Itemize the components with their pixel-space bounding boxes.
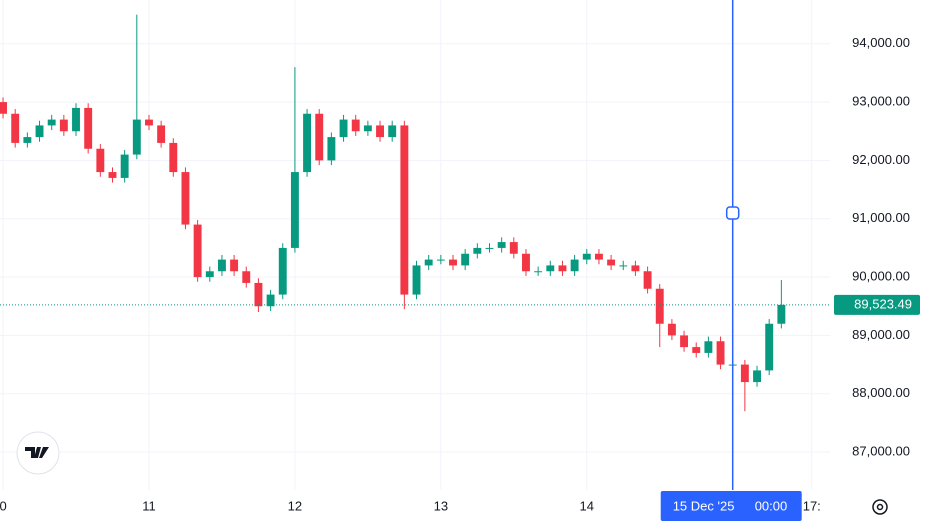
candle-body: [765, 323, 774, 371]
candle-body: [23, 137, 32, 143]
candle-body: [96, 148, 105, 173]
candle-body: [217, 259, 226, 272]
candle-body: [594, 253, 603, 260]
candle-body: [266, 294, 275, 307]
candle-body: [777, 304, 786, 324]
candle-body: [278, 247, 287, 295]
candle-body: [692, 347, 701, 353]
candle-body: [522, 253, 530, 272]
candle-body: [169, 142, 178, 173]
candle-body: [351, 119, 360, 132]
candle-body: [242, 271, 251, 283]
grid: [0, 0, 830, 490]
x-tick-label: 11: [142, 498, 156, 513]
candle-body: [72, 107, 80, 132]
candle-body: [449, 259, 457, 266]
candle-body: [230, 259, 239, 272]
candle-body: [339, 119, 348, 138]
candle-body: [108, 172, 117, 178]
candle-body: [704, 341, 713, 353]
y-tick-label: 90,000.00: [852, 269, 910, 284]
last-price-label: 89,523.49: [854, 296, 912, 311]
candle-body: [497, 242, 506, 248]
candle-body: [680, 335, 689, 348]
candle-body: [570, 259, 579, 272]
y-tick-label: 89,000.00: [852, 327, 910, 342]
candle-body: [412, 265, 421, 295]
logo: [16, 431, 60, 475]
candle-body: [716, 341, 725, 365]
crosshair-handle[interactable]: [725, 206, 740, 220]
candle-body: [388, 125, 397, 138]
candle-body: [205, 271, 214, 278]
candle-body: [753, 370, 761, 383]
candle-body: [400, 125, 409, 295]
candle-body: [132, 119, 141, 155]
candle-body: [303, 113, 312, 173]
candle-body: [558, 265, 567, 272]
candle-body: [619, 265, 628, 267]
candle-body: [631, 265, 640, 272]
candle-body: [59, 119, 68, 132]
y-tick-label: 88,000.00: [852, 385, 910, 400]
crosshair-time-tag: [660, 491, 802, 521]
candle-body: [667, 323, 676, 336]
candle-body: [436, 259, 445, 261]
x-tick-label: 0: [0, 498, 7, 513]
candle-body: [509, 242, 518, 254]
candle-body: [120, 154, 129, 178]
candle-body: [315, 113, 324, 161]
candle-body: [546, 265, 555, 272]
candles: [0, 14, 786, 412]
x-tick-label: 14: [580, 498, 594, 513]
candle-body: [181, 172, 190, 225]
candle-body: [35, 125, 44, 138]
x-tick-label: 13: [434, 498, 448, 513]
candle-body: [47, 119, 56, 126]
candle-body: [327, 137, 336, 161]
crosshair-date: 15 Dec '25: [673, 498, 735, 513]
candle-body: [290, 172, 299, 248]
candle-body: [363, 125, 372, 132]
y-tick-label: 94,000.00: [852, 35, 910, 50]
logo-glyph: [25, 447, 49, 458]
candle-body: [534, 271, 543, 273]
candle-body: [485, 247, 494, 249]
candle-body: [740, 364, 749, 383]
y-tick-label: 92,000.00: [852, 152, 910, 167]
candle-body: [145, 119, 153, 126]
settings-icon-core[interactable]: [876, 503, 884, 511]
candle-body: [193, 224, 202, 278]
crosshair-time: 00:00: [755, 498, 788, 513]
candle-body: [376, 125, 384, 138]
candle-body: [11, 113, 20, 143]
y-tick-label: 87,000.00: [852, 444, 910, 459]
candle-body: [254, 282, 263, 307]
candle-body: [582, 253, 591, 260]
x-tick-label: 12: [288, 498, 302, 513]
candle-body: [424, 259, 433, 266]
last-price-tag: [834, 294, 920, 315]
candle-body: [655, 288, 664, 324]
candle-body: [157, 125, 166, 143]
y-tick-label: 91,000.00: [852, 210, 910, 225]
candle-body: [643, 271, 652, 289]
candle-body: [84, 107, 93, 149]
candle-body: [461, 253, 470, 266]
candle-body: [473, 247, 482, 254]
candle-body: [0, 102, 7, 114]
y-tick-label: 93,000.00: [852, 94, 910, 109]
price-axis: [830, 0, 930, 525]
settings-icon[interactable]: [872, 499, 888, 515]
settings-button[interactable]: [872, 499, 888, 515]
candle-body: [607, 259, 616, 266]
x-tick-label: 17:: [803, 498, 821, 513]
